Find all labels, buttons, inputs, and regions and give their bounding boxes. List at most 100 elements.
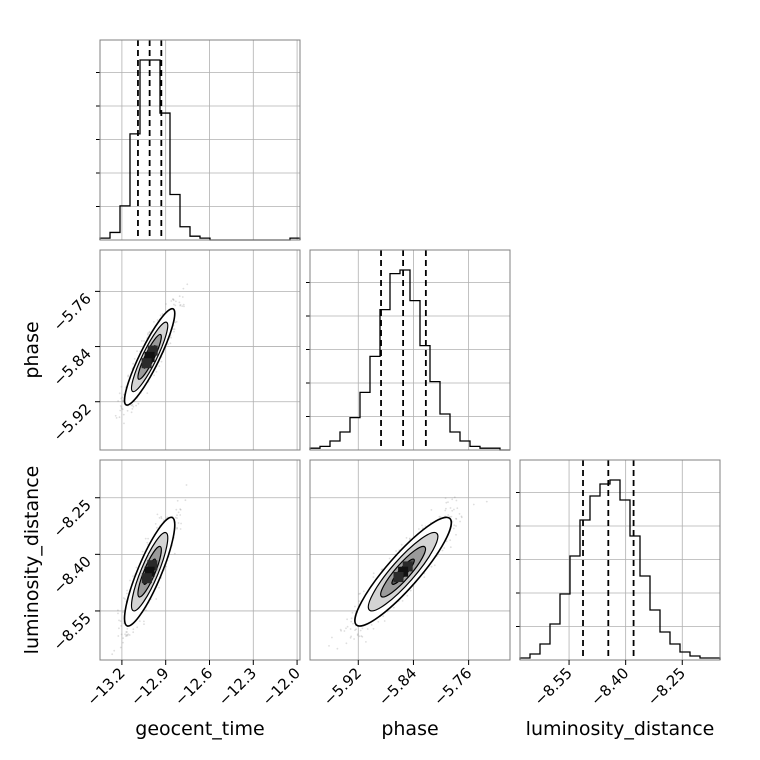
sample-point bbox=[353, 638, 355, 640]
sample-point bbox=[121, 396, 123, 399]
sample-point bbox=[455, 525, 457, 527]
sample-point bbox=[165, 303, 167, 305]
sample-point bbox=[453, 524, 456, 527]
sample-point bbox=[180, 522, 183, 525]
sample-point bbox=[126, 631, 128, 633]
sample-point bbox=[460, 516, 463, 519]
sample-point bbox=[128, 634, 131, 636]
sample-point bbox=[177, 522, 180, 524]
sample-point bbox=[159, 314, 162, 317]
sample-point bbox=[182, 287, 185, 290]
sample-point bbox=[452, 527, 455, 530]
sample-point bbox=[451, 509, 454, 512]
sample-point bbox=[179, 528, 182, 530]
sample-point bbox=[336, 647, 339, 650]
sample-point bbox=[127, 374, 130, 377]
sample-point bbox=[370, 624, 373, 626]
sample-point bbox=[171, 298, 174, 301]
sample-point bbox=[140, 340, 143, 342]
sample-point bbox=[360, 635, 363, 637]
sample-point bbox=[160, 517, 163, 520]
sample-point bbox=[444, 509, 447, 512]
sample-point bbox=[453, 508, 455, 511]
sample-point bbox=[405, 537, 408, 539]
sample-point bbox=[170, 336, 173, 339]
sample-point bbox=[125, 631, 128, 633]
x-tick-label: −12.6 bbox=[171, 664, 216, 709]
sample-point bbox=[132, 362, 135, 365]
sample-point bbox=[153, 321, 155, 323]
sample-point bbox=[176, 527, 178, 530]
sample-point bbox=[154, 523, 157, 525]
sample-point bbox=[123, 422, 125, 425]
scatter-panel-phase-vs-geocent_time bbox=[99, 249, 301, 451]
sample-point bbox=[328, 645, 330, 647]
sample-point bbox=[345, 627, 347, 630]
sample-point bbox=[185, 484, 188, 486]
x-tick-label: −5.92 bbox=[320, 664, 365, 709]
sample-point bbox=[173, 552, 176, 555]
sample-point bbox=[126, 589, 128, 592]
sample-point bbox=[455, 533, 457, 536]
sample-point bbox=[179, 514, 182, 516]
sample-point bbox=[130, 404, 133, 407]
y-tick-label: −5.76 bbox=[50, 289, 95, 334]
sample-point bbox=[132, 575, 135, 578]
sample-point bbox=[146, 541, 149, 544]
sample-point bbox=[158, 517, 161, 519]
panel-frame bbox=[99, 459, 301, 661]
sample-point bbox=[156, 513, 159, 516]
y-tick-label: −5.92 bbox=[50, 400, 95, 445]
sample-point bbox=[160, 515, 163, 518]
panel-frame bbox=[309, 249, 511, 451]
sample-point bbox=[133, 357, 136, 360]
corner-plot-body: −13.2−12.9−12.6−12.3−12.0 geocent_time −5.… bbox=[21, 39, 721, 740]
y-tick-label: −8.25 bbox=[50, 496, 95, 541]
sample-point bbox=[122, 401, 125, 403]
sample-point bbox=[449, 507, 452, 509]
density-core-cell bbox=[398, 566, 409, 577]
sample-point bbox=[132, 628, 135, 631]
sample-point bbox=[377, 620, 380, 623]
sample-point bbox=[181, 305, 184, 307]
sample-point bbox=[445, 540, 448, 543]
sample-point bbox=[122, 597, 125, 599]
y-axis-label-luminosity_distance: luminosity_distance bbox=[21, 466, 43, 655]
sample-point bbox=[126, 409, 129, 412]
sample-point bbox=[449, 539, 452, 542]
sample-point bbox=[179, 303, 182, 306]
sample-point bbox=[129, 579, 131, 582]
panel-frame bbox=[519, 459, 721, 661]
sample-point bbox=[136, 350, 139, 353]
scatter-panel-luminosity_distance-vs-phase bbox=[309, 459, 511, 661]
density-core-cell bbox=[141, 573, 152, 584]
sample-point bbox=[118, 392, 121, 395]
sample-point bbox=[380, 568, 383, 571]
sample-point bbox=[449, 546, 452, 549]
sample-point bbox=[120, 406, 123, 408]
sample-point bbox=[111, 653, 114, 656]
x-tick-label: −8.55 bbox=[531, 664, 576, 709]
sample-point bbox=[135, 566, 138, 569]
sample-point bbox=[122, 641, 124, 644]
sample-point bbox=[186, 283, 189, 286]
sample-point bbox=[179, 304, 182, 307]
sample-point bbox=[153, 374, 156, 377]
sample-point bbox=[131, 404, 134, 406]
sample-point bbox=[120, 633, 123, 636]
y-axis-label-phase: phase bbox=[21, 321, 43, 378]
sample-point bbox=[120, 625, 123, 627]
sample-point bbox=[175, 508, 178, 511]
sample-point bbox=[175, 320, 178, 323]
sample-point bbox=[147, 333, 149, 336]
sample-point bbox=[354, 605, 356, 608]
sample-point bbox=[175, 300, 177, 303]
sample-point bbox=[409, 538, 411, 541]
histogram-step-luminosity_distance bbox=[519, 479, 721, 660]
sample-point bbox=[395, 550, 397, 552]
sample-point bbox=[120, 407, 123, 410]
sample-point bbox=[441, 549, 444, 552]
sample-point bbox=[358, 593, 360, 595]
sample-point bbox=[447, 501, 449, 503]
